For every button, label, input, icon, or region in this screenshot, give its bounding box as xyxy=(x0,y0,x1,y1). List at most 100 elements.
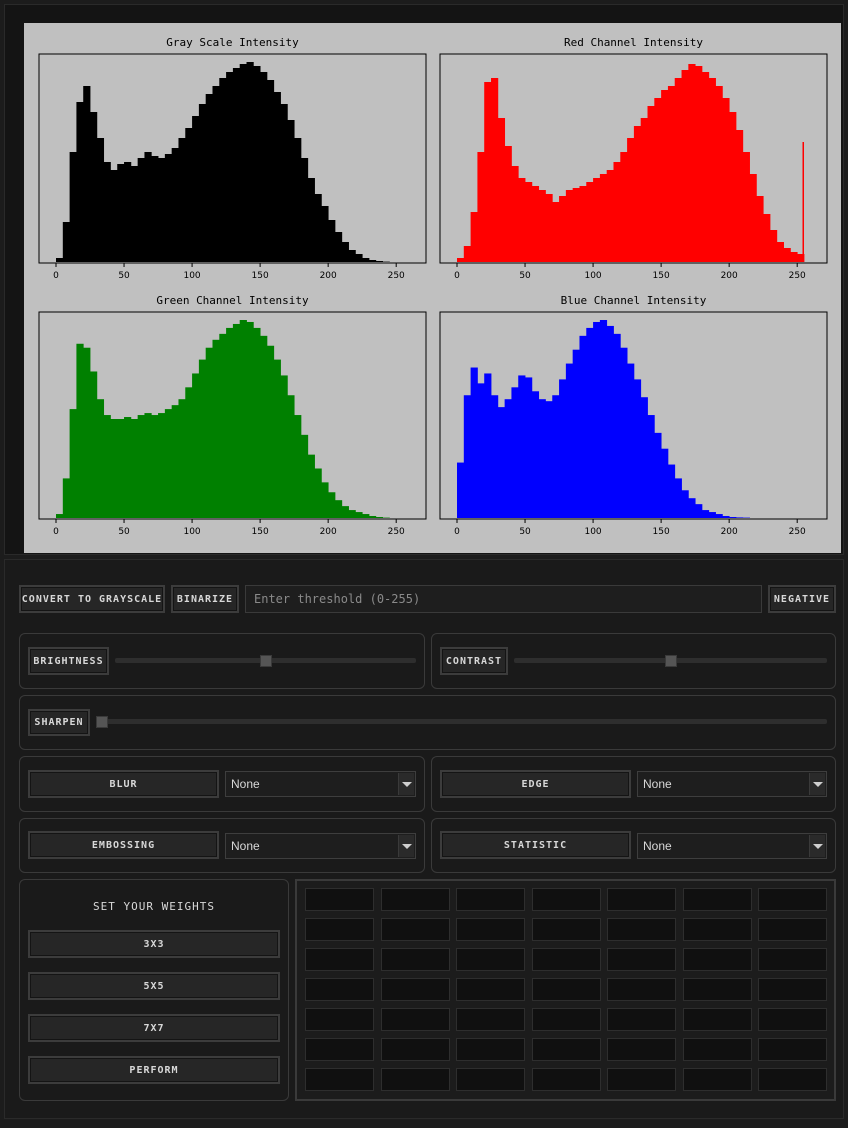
chevron-down-icon[interactable] xyxy=(809,773,825,795)
weight-cell[interactable] xyxy=(456,888,525,911)
brightness-button[interactable]: BRIGHTNESS xyxy=(28,647,109,675)
weight-cell[interactable] xyxy=(607,918,676,941)
threshold-input[interactable]: Enter threshold (0-255) xyxy=(245,585,762,613)
histogram-bar xyxy=(355,512,363,518)
weight-cell[interactable] xyxy=(531,1038,601,1061)
weight-cell[interactable] xyxy=(758,918,827,941)
weight-cell[interactable] xyxy=(682,1068,752,1091)
x-tick-label: 150 xyxy=(252,271,269,281)
weight-cell[interactable] xyxy=(305,888,374,911)
histogram-bar xyxy=(103,415,111,518)
weight-cell[interactable] xyxy=(607,948,676,971)
weight-cell[interactable] xyxy=(607,1038,676,1061)
histogram-bar xyxy=(667,86,676,262)
weight-cell[interactable] xyxy=(305,1038,374,1061)
weight-cell[interactable] xyxy=(531,1008,601,1031)
weight-cell[interactable] xyxy=(305,1068,374,1091)
histogram-bar xyxy=(749,174,757,262)
negative-button[interactable]: NEGATIVE xyxy=(768,585,836,613)
perform-button[interactable]: PERFORM xyxy=(28,1056,280,1084)
weight-cell[interactable] xyxy=(531,918,601,941)
weight-cell[interactable] xyxy=(758,1068,827,1091)
x-tick-label: 100 xyxy=(183,527,200,537)
weight-cell[interactable] xyxy=(531,978,601,1001)
edge-button[interactable]: EDGE xyxy=(440,770,631,798)
histogram-bar xyxy=(260,72,268,262)
blur-button[interactable]: BLUR xyxy=(28,770,219,798)
histogram-bar xyxy=(130,166,139,262)
weight-cell[interactable] xyxy=(456,1008,525,1031)
weight-cell[interactable] xyxy=(531,948,601,971)
weight-cell[interactable] xyxy=(305,1008,374,1031)
weight-cell[interactable] xyxy=(380,1038,450,1061)
weight-cell[interactable] xyxy=(456,918,525,941)
embossing-select[interactable]: None xyxy=(225,833,416,859)
histogram-bar xyxy=(334,232,343,262)
histogram-bar xyxy=(226,327,234,518)
weight-cell[interactable] xyxy=(758,948,827,971)
histogram-bar xyxy=(457,258,465,262)
histogram-bar xyxy=(729,112,737,262)
weight-cell[interactable] xyxy=(456,948,525,971)
weight-cell[interactable] xyxy=(682,1038,752,1061)
weight-cell[interactable] xyxy=(456,1068,525,1091)
histogram-bar xyxy=(192,373,200,518)
weight-cell[interactable] xyxy=(682,918,752,941)
x-tick-label: 250 xyxy=(789,271,806,281)
brightness-slider-handle[interactable] xyxy=(259,655,272,667)
weight-cell[interactable] xyxy=(456,1038,525,1061)
histogram-bar xyxy=(239,64,247,262)
weight-cell[interactable] xyxy=(305,948,374,971)
blur-select[interactable]: None xyxy=(225,771,416,797)
embossing-button[interactable]: EMBOSSING xyxy=(28,831,219,859)
weight-cell[interactable] xyxy=(380,1008,450,1031)
weight-cell[interactable] xyxy=(380,888,450,911)
histogram-bar xyxy=(681,70,689,262)
weight-cell[interactable] xyxy=(607,1008,676,1031)
weight-cell[interactable] xyxy=(682,1008,752,1031)
histogram-bar xyxy=(117,164,125,262)
kernel-3x3-button[interactable]: 3X3 xyxy=(28,930,280,958)
weight-cell[interactable] xyxy=(607,888,676,911)
weight-cell[interactable] xyxy=(758,888,827,911)
weight-cell[interactable] xyxy=(305,918,374,941)
edge-select[interactable]: None xyxy=(637,771,827,797)
weights-grid xyxy=(295,879,836,1101)
histogram-figure: Gray Scale Intensity 0 50 100 150 200 250 Red C… xyxy=(24,23,841,553)
weight-cell[interactable] xyxy=(607,1068,676,1091)
weight-cell[interactable] xyxy=(682,888,752,911)
weight-cell[interactable] xyxy=(380,918,450,941)
chevron-down-icon[interactable] xyxy=(398,835,414,857)
weight-cell[interactable] xyxy=(758,1008,827,1031)
weight-cell[interactable] xyxy=(380,948,450,971)
sharpen-slider-handle[interactable] xyxy=(96,716,108,728)
chevron-down-icon[interactable] xyxy=(809,835,825,857)
histogram-bar xyxy=(294,415,302,518)
weight-cell[interactable] xyxy=(682,948,752,971)
chevron-down-icon[interactable] xyxy=(398,773,414,795)
histogram-chart: Blue Channel Intensity 0 50 100 150 200 250 xyxy=(439,294,828,537)
sharpen-button[interactable]: SHARPEN xyxy=(28,709,90,736)
weight-cell[interactable] xyxy=(456,978,525,1001)
weight-cell[interactable] xyxy=(380,1068,450,1091)
histogram-bar xyxy=(212,339,220,518)
weight-cell[interactable] xyxy=(758,978,827,1001)
contrast-slider-handle[interactable] xyxy=(664,655,677,667)
weight-cell[interactable] xyxy=(758,1038,827,1061)
weight-cell[interactable] xyxy=(305,978,374,1001)
weight-cell[interactable] xyxy=(531,888,601,911)
contrast-button[interactable]: CONTRAST xyxy=(440,647,508,675)
convert-grayscale-button[interactable]: CONVERT TO GRAYSCALE xyxy=(19,585,165,613)
kernel-5x5-button[interactable]: 5X5 xyxy=(28,972,280,1000)
sharpen-slider[interactable] xyxy=(96,719,827,724)
kernel-7x7-button[interactable]: 7X7 xyxy=(28,1014,280,1042)
statistic-select[interactable]: None xyxy=(637,833,827,859)
weight-cell[interactable] xyxy=(607,978,676,1001)
histogram-bar xyxy=(661,448,669,518)
weight-cell[interactable] xyxy=(380,978,450,1001)
weight-cell[interactable] xyxy=(531,1068,601,1091)
binarize-button[interactable]: BINARIZE xyxy=(171,585,239,613)
weight-cell[interactable] xyxy=(682,978,752,1001)
histogram-bar xyxy=(667,464,676,518)
statistic-button[interactable]: STATISTIC xyxy=(440,831,631,859)
